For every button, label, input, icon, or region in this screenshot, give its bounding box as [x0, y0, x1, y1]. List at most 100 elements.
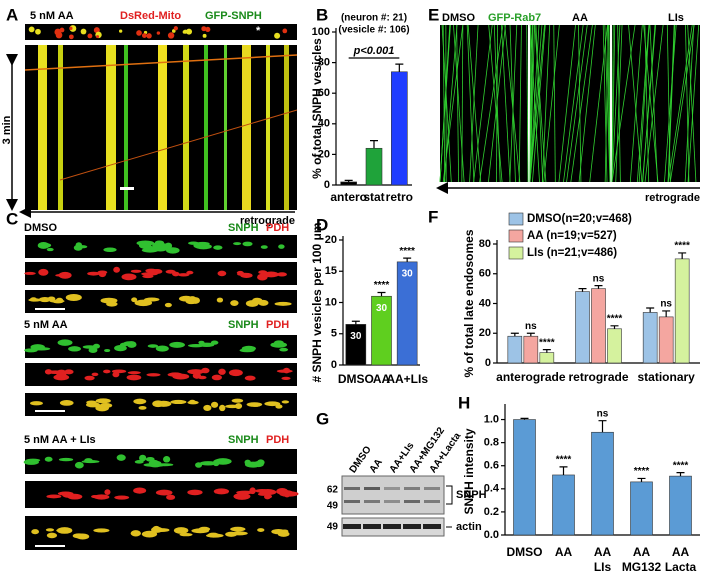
- y-tick-label: 0.2: [484, 506, 499, 518]
- puncta: [130, 269, 142, 273]
- significance-label: ****: [399, 246, 415, 257]
- kymo-track: [611, 24, 636, 183]
- kymo-track: [509, 24, 516, 183]
- bar: [340, 181, 357, 186]
- puncta: [163, 456, 171, 463]
- error-bar: [637, 477, 646, 482]
- puncta: [258, 270, 268, 275]
- kymo-track: [469, 24, 479, 183]
- y-tick-label: 10: [325, 296, 337, 308]
- puncta: [218, 368, 226, 375]
- kymo-track: [643, 24, 659, 183]
- panel-label: F: [428, 207, 438, 226]
- x-tick-label: retrograde: [568, 370, 628, 384]
- puncta: [228, 369, 243, 377]
- puncta: [166, 494, 176, 500]
- legend-label: LIs (n=21;v=486): [527, 247, 617, 259]
- puncta: [213, 488, 230, 495]
- condition-label: DMSO: [442, 12, 475, 24]
- y-tick-label: 0.8: [484, 437, 499, 449]
- kymo-track: [666, 24, 671, 183]
- bar: [591, 288, 606, 364]
- dot: [28, 26, 35, 33]
- kymo-track: [667, 24, 693, 183]
- error-bar: [542, 349, 551, 353]
- significance-label: ns: [593, 273, 605, 284]
- kymo-track: [687, 24, 697, 183]
- kymo-track: [532, 24, 546, 183]
- y-tick-label: 80: [479, 238, 491, 250]
- kymo-track: [473, 24, 493, 183]
- puncta: [53, 374, 70, 381]
- bar: [630, 481, 653, 536]
- puncta: [126, 374, 142, 381]
- error-bar: [678, 252, 687, 259]
- y-tick-label: 40: [479, 297, 491, 309]
- marker-label: *: [256, 25, 261, 37]
- puncta: [65, 294, 82, 302]
- puncta: [230, 526, 246, 532]
- kymo-track: [566, 24, 588, 183]
- puncta: [103, 369, 111, 374]
- puncta: [38, 268, 49, 276]
- channel-label: GFP-Rab7: [488, 12, 541, 24]
- kymo-track: [604, 24, 611, 183]
- error-bar: [559, 466, 568, 475]
- puncta: [82, 345, 97, 349]
- error-bar: [598, 420, 607, 433]
- bar: [575, 291, 590, 364]
- puncta: [207, 532, 220, 538]
- puncta: [217, 270, 227, 277]
- x-tick-label: stationary: [637, 370, 695, 384]
- scale-bar: [120, 187, 134, 190]
- scale-bar: [35, 308, 65, 310]
- kymo-track: [504, 24, 521, 183]
- x-tick-label: AA+LIs: [386, 372, 428, 386]
- kymo-track: [529, 24, 540, 183]
- puncta: [46, 494, 62, 499]
- puncta: [179, 533, 193, 537]
- puncta: [104, 489, 111, 496]
- annotation: p<0.001: [353, 45, 395, 57]
- mw-marker: 49: [327, 501, 339, 512]
- puncta: [186, 270, 194, 275]
- error-bar: [395, 63, 404, 72]
- kymo-track: [629, 24, 643, 183]
- n-label: 30: [350, 331, 362, 342]
- y-tick-label: 0.0: [484, 529, 499, 541]
- bar: [642, 312, 658, 364]
- condition-label: LIs: [668, 12, 684, 24]
- kymo-track: [638, 24, 650, 183]
- kymo-track: [669, 24, 695, 183]
- channel-label: PDH: [266, 434, 289, 446]
- error-bar: [594, 285, 603, 289]
- puncta: [213, 245, 223, 250]
- kymo-track: [684, 24, 695, 183]
- legend-swatch: [508, 229, 524, 243]
- puncta: [131, 297, 138, 303]
- y-tick-label: 0: [324, 179, 330, 191]
- puncta: [93, 528, 110, 533]
- puncta: [133, 398, 147, 405]
- puncta: [68, 346, 81, 352]
- significance-label: ****: [539, 337, 555, 348]
- puncta: [76, 533, 90, 540]
- kymo-track: [106, 45, 116, 210]
- dot: [182, 30, 187, 34]
- puncta: [142, 274, 154, 279]
- panel-label: E: [428, 5, 439, 24]
- kymo-track: [611, 24, 614, 183]
- bar: [513, 419, 536, 536]
- legend-label: DMSO(n=20;v=468): [527, 213, 632, 225]
- channel-label: SNPH: [228, 222, 259, 234]
- kymo-track: [501, 24, 511, 183]
- kymo-track: [453, 24, 465, 183]
- puncta: [201, 367, 210, 374]
- kymo-track: [589, 24, 608, 183]
- band: [384, 487, 400, 490]
- puncta: [145, 268, 158, 273]
- x-tick-label: retro: [386, 190, 413, 204]
- band: [363, 524, 381, 529]
- kymo-track: [543, 24, 560, 183]
